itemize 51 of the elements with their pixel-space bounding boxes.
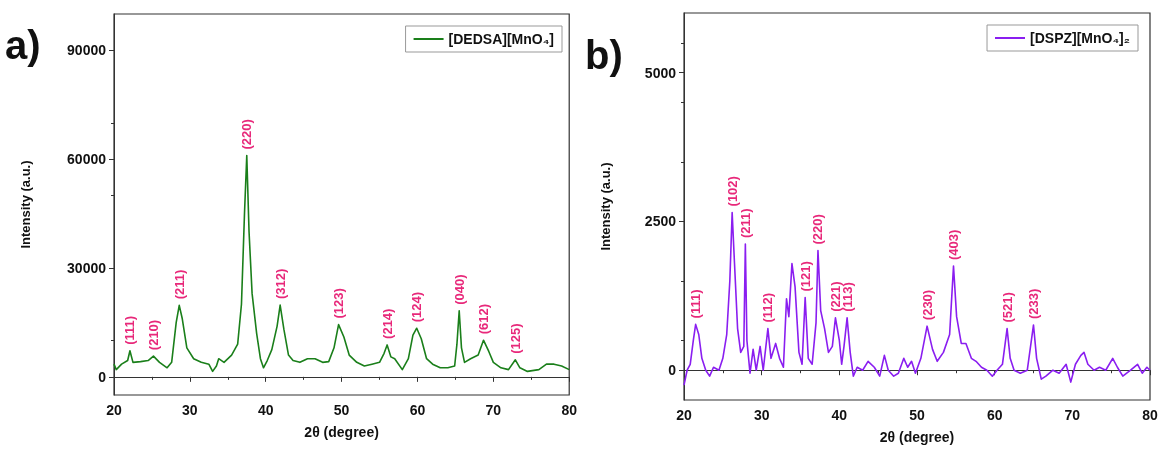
x-tick-label: 70 xyxy=(485,402,502,418)
annotation: (403) xyxy=(946,229,961,261)
annotation: (211) xyxy=(737,208,753,239)
annotation: (220) xyxy=(239,119,255,150)
y-axis-title: Intensity (a.u.) xyxy=(598,162,613,251)
annotation: (233) xyxy=(1026,288,1041,319)
annotation: (121) xyxy=(797,261,813,292)
annotation: (125) xyxy=(507,323,523,354)
annotation: (230) xyxy=(919,289,935,321)
x-tick-label: 40 xyxy=(831,407,848,423)
line-series xyxy=(113,154,571,373)
y-tick-label: 0 xyxy=(668,362,677,379)
annotation: (111) xyxy=(122,315,138,345)
legend-label: [DSPZ][MnO₄]₂ xyxy=(1030,30,1130,46)
annotation: (123) xyxy=(331,288,347,319)
y-tick-label: 90000 xyxy=(67,42,107,59)
x-tick-label: 80 xyxy=(1142,407,1158,423)
y-tick-label: 2500 xyxy=(644,213,677,230)
annotation: (521) xyxy=(999,292,1015,323)
y-tick-label: 60000 xyxy=(67,151,107,168)
x-tick-label: 30 xyxy=(753,407,770,423)
annotation: (124) xyxy=(409,291,425,323)
x-tick-label: 60 xyxy=(986,407,1003,423)
x-axis-title: 2θ (degree) xyxy=(304,424,379,440)
annotation: (111) xyxy=(688,289,704,319)
x-tick-label: 40 xyxy=(257,402,274,418)
y-tick-label: 5000 xyxy=(644,64,677,81)
annotation: (312) xyxy=(272,268,288,300)
annotation: (102) xyxy=(724,176,740,207)
chart-title: a) xyxy=(5,23,41,67)
annotation: (112) xyxy=(760,292,776,323)
annotation: (214) xyxy=(379,308,395,339)
x-tick-label: 80 xyxy=(561,402,578,418)
y-tick-label: 30000 xyxy=(67,260,107,276)
annotation: (040) xyxy=(451,274,467,305)
legend-label: [DEDSA][MnO₄] xyxy=(448,31,555,47)
x-tick-label: 50 xyxy=(333,402,350,418)
text: b) xyxy=(585,33,623,77)
annotation: (220) xyxy=(810,214,826,245)
x-tick-label: 20 xyxy=(676,407,692,423)
x-tick-label: 30 xyxy=(182,402,198,418)
annotation: (210) xyxy=(145,319,161,351)
annotation: (211) xyxy=(171,269,187,300)
x-tick-label: 20 xyxy=(106,402,122,418)
x-tick-label: 70 xyxy=(1064,407,1081,423)
annotation: (612) xyxy=(475,303,491,335)
y-tick-label: 0 xyxy=(98,368,107,385)
x-tick-label: 60 xyxy=(409,402,426,418)
y-axis-title: Intensity (a.u.) xyxy=(18,160,33,249)
x-tick-label: 50 xyxy=(909,407,925,423)
x-axis-title: 2θ (degree) xyxy=(879,429,955,445)
